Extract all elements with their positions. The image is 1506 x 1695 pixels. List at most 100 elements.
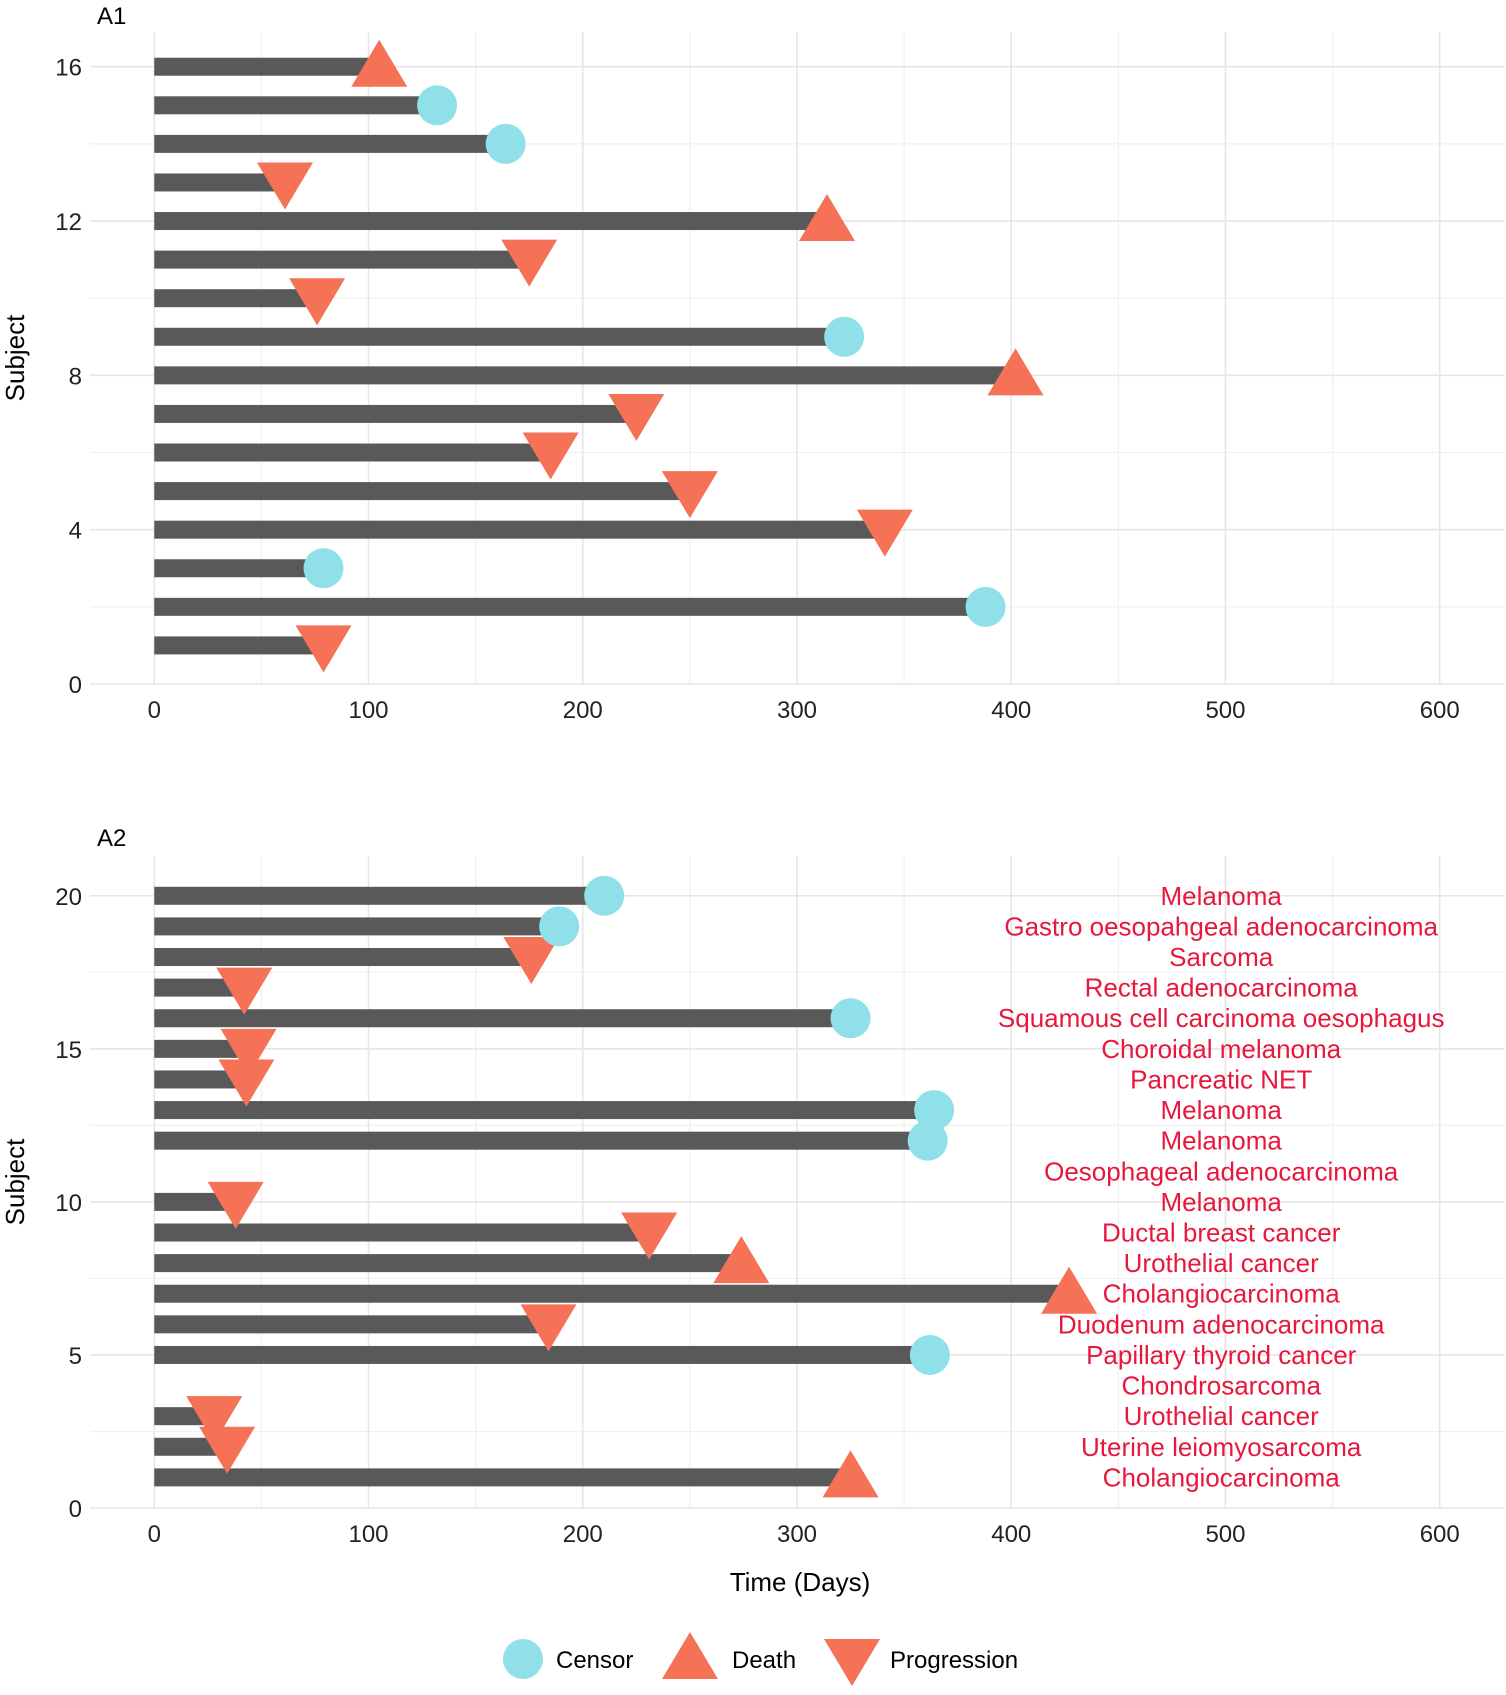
y-tick-label: 16 bbox=[55, 55, 82, 82]
legend-item-progression: Progression bbox=[824, 1639, 1018, 1686]
axis-titles: Time (Days) bbox=[730, 1567, 871, 1597]
y-tick-label: 0 bbox=[69, 1496, 82, 1523]
progression-marker-subject-5 bbox=[661, 471, 718, 519]
bar-subject-15 bbox=[154, 1039, 249, 1058]
y-tick-label: 4 bbox=[69, 518, 82, 545]
x-tick-label: 300 bbox=[777, 697, 817, 724]
bar-subject-11 bbox=[154, 250, 530, 269]
bar-subject-15 bbox=[154, 96, 438, 115]
legend-progression-label: Progression bbox=[890, 1647, 1018, 1674]
annotation-subject-20: Melanoma bbox=[1160, 881, 1282, 911]
y-tick-label: 0 bbox=[69, 672, 82, 699]
y-tick-label: 12 bbox=[55, 209, 82, 236]
bar-subject-13 bbox=[154, 1101, 935, 1120]
progression-marker-subject-4 bbox=[856, 509, 913, 557]
x-tick-label: 500 bbox=[1205, 697, 1245, 724]
censor-marker-subject-9 bbox=[824, 316, 865, 357]
annotation-subject-2: Uterine leiomyosarcoma bbox=[1081, 1432, 1362, 1462]
death-marker-subject-8 bbox=[987, 348, 1044, 396]
censor-marker-subject-2 bbox=[965, 586, 1006, 627]
legend-item-death: Death bbox=[662, 1632, 796, 1679]
bar-subject-1 bbox=[154, 636, 324, 655]
annotation-subject-7: Cholangiocarcinoma bbox=[1103, 1279, 1341, 1309]
x-axis-title: Time (Days) bbox=[730, 1567, 871, 1597]
y-axis-title: Subject bbox=[0, 314, 30, 401]
event-markers bbox=[186, 875, 1098, 1498]
censor-marker-subject-15 bbox=[417, 85, 458, 126]
annotation-subject-1: Cholangiocarcinoma bbox=[1103, 1462, 1341, 1492]
bar-subject-6 bbox=[154, 443, 551, 462]
panel-label: A1 bbox=[97, 3, 126, 30]
legend-censor-label: Censor bbox=[556, 1647, 633, 1674]
censor-marker-subject-14 bbox=[485, 123, 526, 164]
progression-marker-subject-10 bbox=[289, 278, 346, 326]
bar-subject-10 bbox=[154, 289, 318, 308]
bar-subject-8 bbox=[154, 1254, 742, 1273]
annotation-subject-11: Oesophageal adenocarcinoma bbox=[1044, 1156, 1399, 1186]
progression-marker-subject-17 bbox=[216, 967, 273, 1015]
censor-marker-subject-13 bbox=[914, 1090, 955, 1131]
progression-marker-subject-7 bbox=[608, 393, 665, 441]
censor-marker-subject-19 bbox=[539, 906, 580, 947]
x-tick-label: 600 bbox=[1420, 697, 1460, 724]
annotation-subject-16: Squamous cell carcinoma oesophagus bbox=[998, 1003, 1445, 1033]
censor-marker-subject-16 bbox=[830, 998, 871, 1039]
x-tick-label: 100 bbox=[348, 1521, 388, 1548]
x-tick-label: 600 bbox=[1420, 1521, 1460, 1548]
y-axis-title: Subject bbox=[0, 1138, 30, 1225]
bar-subject-5 bbox=[154, 1345, 930, 1364]
bar-subject-18 bbox=[154, 948, 532, 967]
x-tick-label: 200 bbox=[563, 1521, 603, 1548]
x-tick-label: 400 bbox=[991, 697, 1031, 724]
bar-subject-16 bbox=[154, 1009, 851, 1028]
legend-death-label: Death bbox=[732, 1647, 796, 1674]
annotation-subject-13: Melanoma bbox=[1160, 1095, 1282, 1125]
bar-subject-19 bbox=[154, 917, 560, 936]
y-tick-label: 10 bbox=[55, 1190, 82, 1217]
bar-subject-17 bbox=[154, 978, 245, 997]
bar-subject-5 bbox=[154, 482, 690, 501]
y-tick-label: 8 bbox=[69, 363, 82, 390]
death-marker-subject-16 bbox=[351, 39, 408, 87]
legend-death-marker bbox=[662, 1632, 718, 1679]
progression-marker-subject-18 bbox=[503, 937, 560, 985]
bar-subject-12 bbox=[154, 212, 827, 231]
bar-subject-13 bbox=[154, 173, 285, 192]
progression-marker-subject-3 bbox=[186, 1396, 243, 1444]
progression-marker-subject-9 bbox=[621, 1212, 678, 1260]
annotation-subject-17: Rectal adenocarcinoma bbox=[1085, 973, 1359, 1003]
bars bbox=[154, 886, 1070, 1487]
x-tick-label: 500 bbox=[1205, 1521, 1245, 1548]
progression-marker-subject-14 bbox=[218, 1059, 275, 1107]
bars bbox=[154, 57, 1016, 655]
progression-marker-subject-6 bbox=[522, 432, 579, 480]
progression-marker-subject-1 bbox=[295, 625, 352, 673]
x-tick-label: 300 bbox=[777, 1521, 817, 1548]
progression-marker-subject-6 bbox=[520, 1304, 577, 1352]
bar-subject-14 bbox=[154, 1070, 247, 1089]
bar-subject-16 bbox=[154, 57, 380, 76]
progression-marker-subject-15 bbox=[220, 1028, 277, 1076]
bar-subject-10 bbox=[154, 1192, 236, 1211]
annotation-subject-5: Papillary thyroid cancer bbox=[1086, 1340, 1357, 1370]
bar-subject-14 bbox=[154, 134, 506, 153]
censor-marker-subject-5 bbox=[909, 1334, 950, 1375]
bar-subject-1 bbox=[154, 1468, 851, 1487]
bar-subject-9 bbox=[154, 1223, 650, 1242]
panel-A1: 0 100 200 300 400 500 600 0 4 8 12 16 A1 Subject bbox=[0, 3, 1504, 724]
bar-subject-20 bbox=[154, 886, 605, 905]
annotation-subject-9: Ductal breast cancer bbox=[1102, 1218, 1341, 1248]
progression-marker-subject-13 bbox=[256, 162, 313, 210]
death-marker-subject-1 bbox=[822, 1450, 879, 1498]
annotation-subject-12: Melanoma bbox=[1160, 1126, 1282, 1156]
legend-item-censor: Censor bbox=[503, 1639, 633, 1679]
bar-subject-8 bbox=[154, 366, 1016, 385]
annotation-subject-19: Gastro oesopahgeal adenocarcinoma bbox=[1004, 911, 1438, 941]
x-tick-label: 200 bbox=[563, 697, 603, 724]
x-tick-label: 0 bbox=[148, 697, 161, 724]
y-tick-label: 5 bbox=[69, 1343, 82, 1370]
annotation-subject-10: Melanoma bbox=[1160, 1187, 1282, 1217]
x-tick-label: 100 bbox=[348, 697, 388, 724]
